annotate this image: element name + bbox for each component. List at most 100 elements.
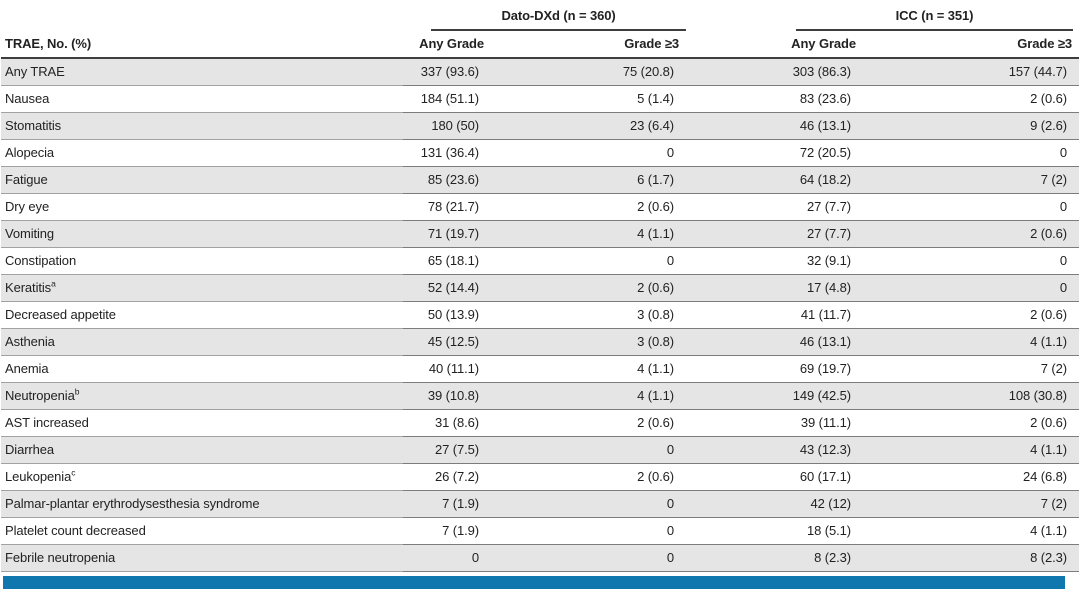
dato-any-grade-cell: 337 (93.6) [403,58,491,86]
dato-grade3-cell: 4 (1.1) [491,220,687,248]
table-row: Keratitisa 52 (14.4) 2 (0.6) 17 (4.8) 0 [1,274,1080,302]
icc-grade3-cell: 9 (2.6) [863,112,1080,140]
icc-grade3-cell: 4 (1.1) [863,328,1080,356]
trae-label-cell: Febrile neutropenia [1,544,403,572]
table-row: Leukopeniac 26 (7.2) 2 (0.6) 60 (17.1) 2… [1,463,1080,491]
dato-grade3-cell: 23 (6.4) [491,112,687,140]
icc-any-grade-cell: 64 (18.2) [686,166,864,194]
dato-grade3-cell: 4 (1.1) [491,355,687,383]
group-header-cell-icc: ICC (n = 351) [686,0,1079,31]
trae-label-cell: Decreased appetite [1,301,403,329]
column-header-dato-any-grade: Any Grade [403,31,491,59]
icc-grade3-cell: 4 (1.1) [863,436,1080,464]
dato-grade3-cell: 0 [491,544,687,572]
icc-grade3-cell: 108 (30.8) [863,382,1080,410]
accent-bar [3,576,1065,589]
dato-any-grade-cell: 39 (10.8) [403,382,491,410]
dato-any-grade-cell: 131 (36.4) [403,139,491,167]
footnote-marker: a [51,278,56,289]
icc-any-grade-cell: 27 (7.7) [686,220,864,248]
trae-label-cell: Stomatitis [1,112,403,140]
trae-label-cell: Nausea [1,85,403,113]
trae-label-cell: Platelet count decreased [1,517,403,545]
icc-any-grade-cell: 27 (7.7) [686,193,864,221]
icc-grade3-cell: 8 (2.3) [863,544,1080,572]
dato-any-grade-cell: 85 (23.6) [403,166,491,194]
dato-grade3-cell: 6 (1.7) [491,166,687,194]
dato-grade3-cell: 0 [491,517,687,545]
trae-label-cell: Vomiting [1,220,403,248]
dato-any-grade-cell: 40 (11.1) [403,355,491,383]
dato-any-grade-cell: 52 (14.4) [403,274,491,302]
dato-grade3-cell: 75 (20.8) [491,58,687,86]
dato-grade3-cell: 0 [491,247,687,275]
icc-grade3-cell: 2 (0.6) [863,301,1080,329]
icc-grade3-cell: 2 (0.6) [863,220,1080,248]
dato-grade3-cell: 3 (0.8) [491,328,687,356]
icc-any-grade-cell: 46 (13.1) [686,328,864,356]
icc-any-grade-cell: 60 (17.1) [686,463,864,491]
icc-grade3-cell: 7 (2) [863,355,1080,383]
dato-any-grade-cell: 184 (51.1) [403,85,491,113]
table-row: Alopecia 131 (36.4) 0 72 (20.5) 0 [1,139,1080,167]
icc-any-grade-cell: 18 (5.1) [686,517,864,545]
table-row: Nausea 184 (51.1) 5 (1.4) 83 (23.6) 2 (0… [1,85,1080,113]
dato-any-grade-cell: 31 (8.6) [403,409,491,437]
table-row: Anemia 40 (11.1) 4 (1.1) 69 (19.7) 7 (2) [1,355,1080,383]
icc-grade3-cell: 4 (1.1) [863,517,1080,545]
footnote-marker: c [71,467,76,478]
icc-grade3-cell: 2 (0.6) [863,85,1080,113]
table-row: Diarrhea 27 (7.5) 0 43 (12.3) 4 (1.1) [1,436,1080,464]
icc-any-grade-cell: 303 (86.3) [686,58,864,86]
trae-label-cell: Any TRAE [1,58,403,86]
column-header-trae: TRAE, No. (%) [1,31,403,59]
icc-grade3-cell: 2 (0.6) [863,409,1080,437]
group-header-dato: Dato-DXd (n = 360) [431,8,687,31]
icc-grade3-cell: 0 [863,193,1080,221]
icc-any-grade-cell: 42 (12) [686,490,864,518]
dato-any-grade-cell: 7 (1.9) [403,517,491,545]
icc-any-grade-cell: 149 (42.5) [686,382,864,410]
icc-grade3-cell: 7 (2) [863,166,1080,194]
table-row: Any TRAE 337 (93.6) 75 (20.8) 303 (86.3)… [1,58,1080,86]
group-header-icc: ICC (n = 351) [796,8,1074,31]
icc-any-grade-cell: 72 (20.5) [686,139,864,167]
icc-any-grade-cell: 69 (19.7) [686,355,864,383]
icc-any-grade-cell: 83 (23.6) [686,85,864,113]
dato-grade3-cell: 3 (0.8) [491,301,687,329]
trae-label-cell: Fatigue [1,166,403,194]
dato-grade3-cell: 0 [491,436,687,464]
trae-label-cell: Asthenia [1,328,403,356]
dato-any-grade-cell: 27 (7.5) [403,436,491,464]
trae-label-cell: Leukopeniac [1,463,403,491]
trae-label-cell: Keratitisa [1,274,403,302]
group-header-row: Dato-DXd (n = 360) ICC (n = 351) [1,0,1079,31]
icc-any-grade-cell: 8 (2.3) [686,544,864,572]
dato-grade3-cell: 4 (1.1) [491,382,687,410]
dato-grade3-cell: 0 [491,139,687,167]
icc-any-grade-cell: 32 (9.1) [686,247,864,275]
table-row: Dry eye 78 (21.7) 2 (0.6) 27 (7.7) 0 [1,193,1080,221]
icc-any-grade-cell: 43 (12.3) [686,436,864,464]
trae-label-cell: Palmar-plantar erythrodysesthesia syndro… [1,490,403,518]
icc-grade3-cell: 7 (2) [863,490,1080,518]
trae-label-cell: Alopecia [1,139,403,167]
trae-label-cell: Diarrhea [1,436,403,464]
icc-grade3-cell: 0 [863,247,1080,275]
dato-grade3-cell: 5 (1.4) [491,85,687,113]
column-header-icc-any-grade: Any Grade [686,31,864,59]
dato-any-grade-cell: 78 (21.7) [403,193,491,221]
dato-grade3-cell: 2 (0.6) [491,193,687,221]
table-row: AST increased 31 (8.6) 2 (0.6) 39 (11.1)… [1,409,1080,437]
icc-grade3-cell: 0 [863,274,1080,302]
dato-any-grade-cell: 0 [403,544,491,572]
icc-grade3-cell: 24 (6.8) [863,463,1080,491]
dato-any-grade-cell: 50 (13.9) [403,301,491,329]
icc-any-grade-cell: 41 (11.7) [686,301,864,329]
table-row: Vomiting 71 (19.7) 4 (1.1) 27 (7.7) 2 (0… [1,220,1080,248]
icc-any-grade-cell: 46 (13.1) [686,112,864,140]
table-row: Constipation 65 (18.1) 0 32 (9.1) 0 [1,247,1080,275]
table-row: Asthenia 45 (12.5) 3 (0.8) 46 (13.1) 4 (… [1,328,1080,356]
dato-grade3-cell: 2 (0.6) [491,409,687,437]
